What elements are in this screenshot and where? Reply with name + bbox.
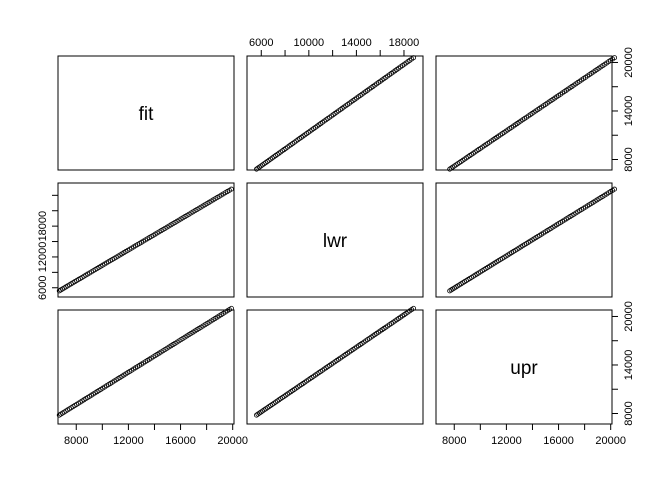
- panel-fit-upr: [435, 55, 618, 172]
- right-axis-row0: 8000 14000 20000: [611, 47, 635, 172]
- panel-frame: [57, 309, 235, 425]
- panel-frame: [246, 309, 424, 425]
- tick-label: 14000: [623, 350, 635, 381]
- panel-lwr-lwr: lwr: [246, 182, 424, 298]
- points-upr-vs-fit: [56, 305, 234, 418]
- top-axis-col1: 6000 10000 14000 18000: [249, 37, 420, 57]
- panel-fit-lwr: [246, 55, 424, 172]
- tick-label: 6000: [37, 276, 49, 300]
- tick-label: 12000: [37, 242, 49, 273]
- tick-label: 20000: [623, 47, 635, 78]
- tick-label: 6000: [249, 37, 273, 49]
- panel-upr-fit: [56, 305, 235, 425]
- panel-frame: [246, 182, 424, 298]
- tick-label: 8000: [623, 401, 635, 425]
- tick-label: 16000: [543, 435, 574, 447]
- points-fit-vs-upr: [447, 55, 618, 172]
- data-point: [228, 186, 234, 192]
- tick-label: 12000: [491, 435, 522, 447]
- panel-lwr-upr: [435, 182, 618, 298]
- tick-label: 14000: [341, 37, 372, 49]
- tick-label: 8000: [623, 147, 635, 171]
- panel-upr-upr: upr: [435, 309, 613, 425]
- panels: fit lwr upr: [56, 55, 618, 425]
- data-point: [228, 305, 234, 311]
- diagonal-label-upr: upr: [510, 358, 538, 379]
- tick-label: 18000: [37, 211, 49, 242]
- panel-frame: [435, 55, 613, 171]
- data-point: [410, 55, 416, 61]
- diagonal-label-fit: fit: [139, 104, 155, 125]
- tick-label: 12000: [113, 435, 144, 447]
- points-lwr-vs-upr: [447, 186, 618, 294]
- tick-label: 16000: [165, 435, 196, 447]
- panel-fit-fit: fit: [57, 55, 235, 171]
- bottom-axis-col2: 8000 12000 16000 20000: [442, 423, 626, 447]
- points-lwr-vs-fit: [56, 186, 234, 294]
- tick-label: 20000: [595, 435, 626, 447]
- data-point: [612, 55, 618, 61]
- points-upr-vs-lwr: [254, 305, 416, 418]
- tick-label: 8000: [64, 435, 88, 447]
- panel-lwr-fit: [56, 182, 235, 298]
- tick-label: 8000: [442, 435, 466, 447]
- panel-frame: [57, 55, 235, 171]
- tick-label: 20000: [217, 435, 248, 447]
- tick-label: 20000: [623, 301, 635, 332]
- diagonal-label-lwr: lwr: [323, 231, 348, 252]
- points-fit-vs-lwr: [254, 55, 416, 172]
- bottom-axis-col0: 8000 12000 16000 20000: [64, 423, 248, 447]
- panel-frame: [435, 182, 613, 298]
- panel-upr-lwr: [246, 305, 424, 425]
- tick-label: 10000: [294, 37, 325, 49]
- tick-label: 18000: [389, 37, 420, 49]
- tick-label: 14000: [623, 96, 635, 127]
- right-axis-row2: 8000 14000 20000: [611, 301, 635, 426]
- data-point: [612, 186, 618, 192]
- data-point: [410, 305, 416, 311]
